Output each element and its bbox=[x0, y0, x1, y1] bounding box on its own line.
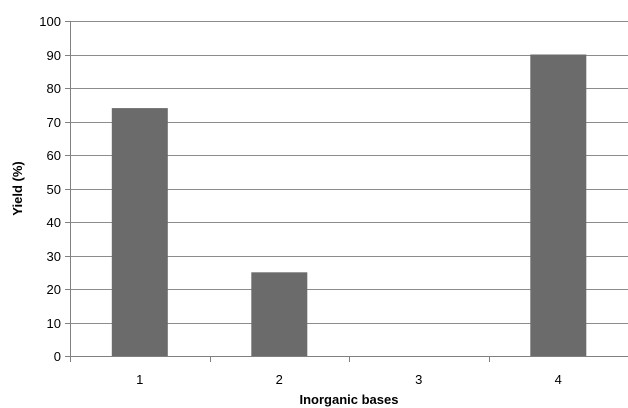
x-tick-label: 4 bbox=[555, 372, 562, 387]
y-tick-label: 100 bbox=[39, 14, 61, 29]
y-tick-label: 10 bbox=[47, 316, 61, 331]
bar bbox=[530, 54, 587, 356]
y-tick-label: 0 bbox=[54, 349, 61, 364]
x-tick-labels: 1 2 3 4 bbox=[136, 372, 562, 387]
y-tick-label: 40 bbox=[47, 215, 61, 230]
bar bbox=[251, 272, 308, 357]
y-tick-label: 20 bbox=[47, 282, 61, 297]
y-tick-label: 30 bbox=[47, 249, 61, 264]
bar bbox=[111, 108, 168, 356]
x-tick-label: 3 bbox=[415, 372, 422, 387]
y-tick-label: 50 bbox=[47, 182, 61, 197]
x-tick-label: 1 bbox=[136, 372, 143, 387]
x-axis-title: Inorganic bases bbox=[300, 392, 399, 407]
y-tick-label: 80 bbox=[47, 81, 61, 96]
y-tick-labels: 0 10 20 30 40 50 60 70 80 90 100 bbox=[39, 14, 61, 364]
y-tick-label: 90 bbox=[47, 48, 61, 63]
axes bbox=[65, 21, 628, 362]
x-tick-label: 2 bbox=[276, 372, 283, 387]
bars bbox=[111, 54, 587, 357]
y-tick-label: 60 bbox=[47, 148, 61, 163]
y-tick-label: 70 bbox=[47, 115, 61, 130]
y-axis-title: Yield (%) bbox=[10, 161, 25, 215]
